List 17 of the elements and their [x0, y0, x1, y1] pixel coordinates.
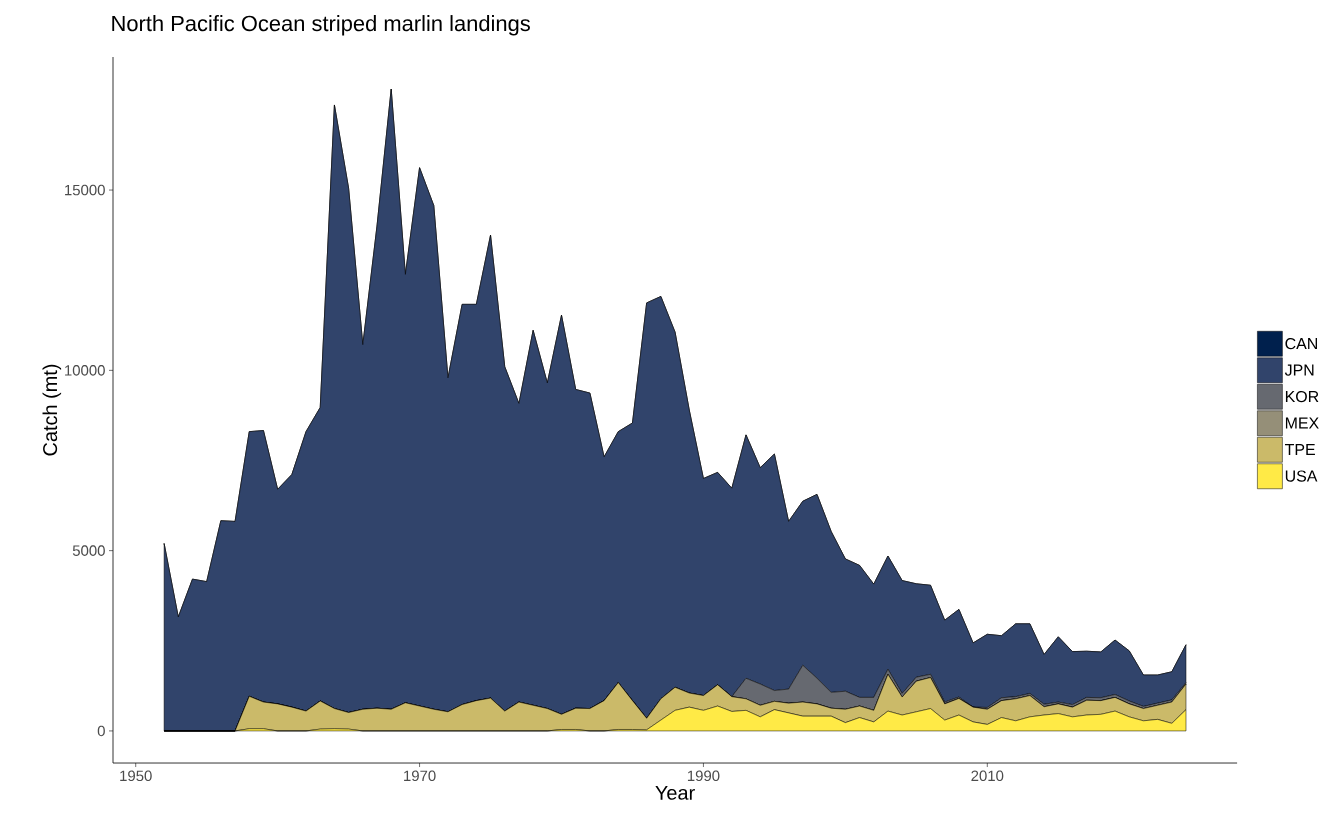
legend-label: TPE — [1285, 444, 1315, 455]
y-tick-label: 15000 — [65, 184, 105, 196]
x-tick-label: 1950 — [120, 770, 152, 782]
y-axis-title: Catch (mt) — [42, 364, 62, 456]
chart-title: North Pacific Ocean striped marlin landings — [112, 15, 530, 36]
x-tick-label: 1970 — [404, 770, 436, 782]
y-tick-label: 10000 — [65, 365, 105, 376]
legend-label: CAN — [1285, 337, 1317, 350]
x-tick-label: 2010 — [971, 770, 1004, 782]
legend-label: MEX — [1285, 417, 1319, 429]
legend-label: USA — [1285, 470, 1318, 482]
legend-label: JPN — [1284, 364, 1314, 376]
x-tick-label: 1990 — [687, 770, 720, 782]
x-axis-title: Year — [655, 785, 695, 800]
y-tick-label: 5000 — [72, 545, 105, 556]
y-tick-label: 0 — [97, 725, 105, 737]
legend-label: KOR — [1285, 390, 1319, 403]
